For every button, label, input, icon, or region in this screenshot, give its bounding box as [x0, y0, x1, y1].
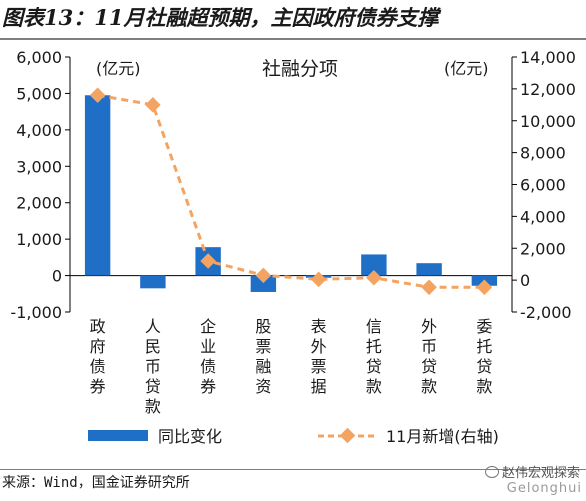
category-label-char: 信 [366, 317, 382, 336]
right-tick-label: 6,000 [520, 176, 566, 195]
category-label-char: 债 [90, 357, 106, 376]
category-label-char: 资 [255, 377, 271, 396]
legend-line-label: 11月新增(右轴) [386, 427, 499, 446]
category-label-char: 民 [145, 337, 161, 356]
bar [140, 275, 166, 289]
left-tick-label: 5,000 [16, 84, 62, 103]
chart-area: -1,000 0 1,000 2,000 3,000 4,000 5,000 6,000 -2,… [10, 48, 576, 446]
category-label-char: 债 [200, 357, 216, 376]
category-label-char: 票 [311, 357, 327, 376]
category-label-char: 托 [476, 337, 492, 356]
left-tick-label: 1,000 [16, 230, 62, 249]
category-label-char: 政 [90, 317, 106, 336]
left-tick-label: 0 [52, 267, 62, 286]
category-label-char: 据 [311, 377, 327, 396]
watermark: 赵伟宏观探索 [484, 462, 580, 481]
category-label-char: 贷 [366, 357, 382, 376]
left-axis-unit: (亿元) [96, 59, 141, 78]
series-line [97, 93, 485, 289]
category-label-char: 贷 [476, 357, 492, 376]
category-label-char: 款 [476, 377, 492, 396]
figure-title: 图表13：11月社融超预期，主因政府债券支撑 [2, 5, 439, 30]
line-point [421, 279, 437, 296]
chart-title: 社融分项 [262, 58, 338, 80]
legend-bar-label: 同比变化 [158, 427, 222, 446]
right-tick-label: 2,000 [520, 239, 566, 258]
right-tick-label: 0 [520, 271, 530, 290]
right-axis-unit: (亿元) [444, 59, 489, 78]
category-label-char: 托 [366, 337, 382, 356]
line-point [200, 253, 216, 269]
legend-bar-swatch [88, 430, 148, 441]
bar [84, 95, 111, 276]
right-tick-label: 12,000 [520, 80, 576, 99]
category-label-char: 外 [421, 317, 437, 336]
wechat-icon [484, 466, 499, 478]
bars-layer [84, 95, 498, 292]
left-tick-label: 4,000 [16, 121, 62, 140]
right-tick-label: -2,000 [520, 303, 572, 322]
line-point [145, 97, 161, 113]
category-label-char: 人 [145, 317, 161, 336]
category-label-char: 款 [366, 377, 382, 396]
category-label-char: 业 [200, 337, 216, 356]
category-label-char: 款 [145, 397, 161, 416]
category-label-char: 贷 [145, 377, 161, 396]
category-label-char: 企 [200, 317, 216, 336]
legend-line-marker [339, 427, 356, 444]
bar [361, 254, 387, 276]
title-divider [0, 38, 586, 40]
category-label-char: 券 [200, 377, 216, 396]
axes-layer: -1,000 0 1,000 2,000 3,000 4,000 5,000 6,000 -2,… [10, 48, 576, 416]
legend: 同比变化 11月新增(右轴) [88, 427, 499, 446]
right-tick-label: 4,000 [520, 207, 566, 226]
category-label-char: 币 [145, 357, 161, 376]
watermark-text: 赵伟宏观探索 [501, 466, 580, 481]
line-point [310, 271, 327, 288]
line-point [89, 87, 106, 104]
category-label-char: 融 [255, 357, 271, 376]
bar [416, 263, 442, 276]
category-label-char: 外 [311, 337, 327, 356]
category-label: 政府债券 [90, 317, 106, 396]
bar [250, 275, 277, 292]
category-label-char: 委 [476, 317, 492, 336]
watermark-sub: Gelonghui [506, 481, 582, 496]
category-label-char: 表 [311, 317, 327, 336]
category-label-char: 币 [421, 337, 437, 356]
category-label-char: 贷 [421, 357, 437, 376]
right-tick-label: 14,000 [520, 48, 576, 67]
left-tick-label: 2,000 [16, 194, 62, 213]
left-tick-label: 3,000 [16, 157, 62, 176]
left-tick-label: -1,000 [10, 303, 62, 322]
category-label-char: 款 [421, 377, 437, 396]
footer-divider [0, 469, 586, 470]
right-tick-label: 10,000 [520, 112, 576, 131]
category-label-char: 府 [90, 337, 106, 356]
category-label-char: 股 [255, 317, 271, 336]
left-tick-label: 6,000 [16, 48, 62, 67]
category-label-char: 券 [90, 377, 106, 396]
right-tick-label: 8,000 [520, 144, 566, 163]
category-label-char: 票 [255, 337, 271, 356]
source-note: 来源：Wind，国金证券研究所 [2, 475, 190, 491]
